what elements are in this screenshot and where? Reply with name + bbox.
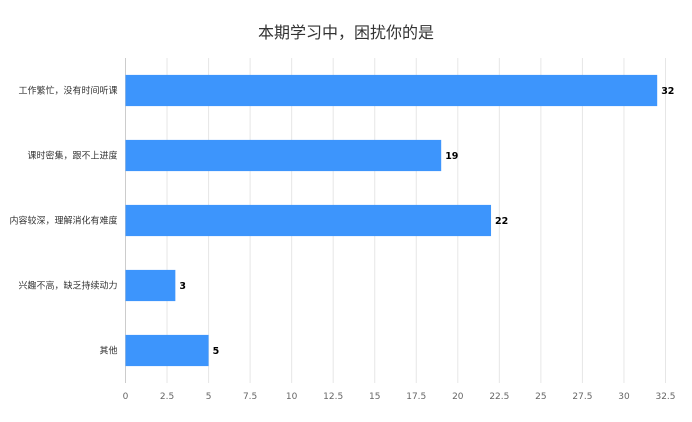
data-label: 5 <box>213 346 220 357</box>
x-tick-label: 25 <box>535 392 546 402</box>
data-label: 19 <box>445 151 458 162</box>
category-label: 兴趣不高，缺乏持续动力 <box>18 280 117 292</box>
x-tick-label: 20 <box>452 392 464 402</box>
x-tick-label: 27.5 <box>572 392 592 402</box>
data-label: 32 <box>661 86 674 97</box>
labels: 0 2.5 5 7.5 10 12.5 15 17.5 20 22.5 25 27.5 30 32.5 工作… <box>9 85 675 403</box>
category-label: 其他 <box>99 345 117 357</box>
category-label: 课时密集，跟不上进度 <box>27 150 117 162</box>
x-tick-label: 12.5 <box>323 392 343 402</box>
x-tick-label: 32.5 <box>655 392 675 402</box>
bar <box>125 204 492 237</box>
x-tick-label: 5 <box>206 392 212 402</box>
category-label: 内容较深，理解消化有难度 <box>9 215 117 227</box>
bars <box>125 74 658 367</box>
chart-title: 本期学习中，困扰你的是 <box>258 23 434 42</box>
x-tick-label: 30 <box>618 392 630 402</box>
category-label: 工作繁忙，没有时间听课 <box>18 85 117 97</box>
bar <box>125 139 442 172</box>
x-tick-label: 7.5 <box>243 392 257 402</box>
data-label: 3 <box>179 281 186 292</box>
x-tick-label: 10 <box>286 392 298 402</box>
x-tick-label: 17.5 <box>406 392 426 402</box>
bar <box>125 74 658 107</box>
bar <box>125 269 176 302</box>
bar <box>125 334 209 367</box>
x-tick-label: 2.5 <box>160 392 174 402</box>
x-tick-label: 0 <box>123 392 129 402</box>
x-tick-label: 15 <box>369 392 380 402</box>
x-tick-label: 22.5 <box>489 392 509 402</box>
data-label: 22 <box>495 216 508 227</box>
